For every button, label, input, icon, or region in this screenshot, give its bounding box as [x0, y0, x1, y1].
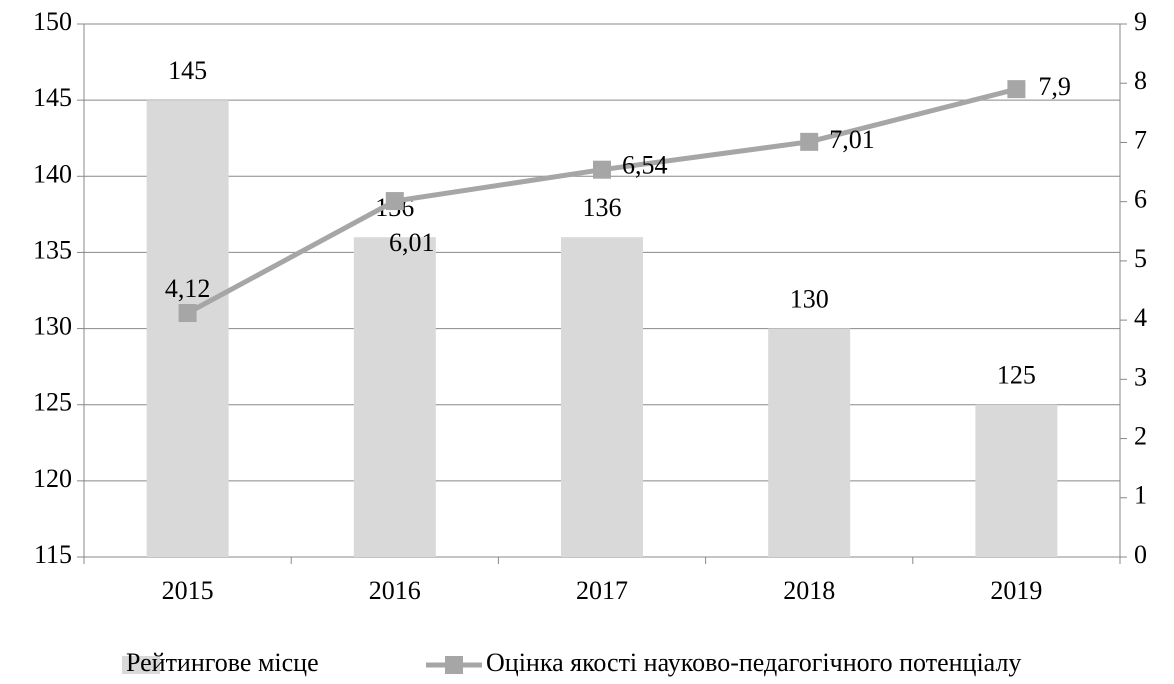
bar	[768, 328, 851, 557]
line-marker	[593, 160, 611, 179]
y2-tick-label: 3	[1134, 362, 1147, 391]
y2-tick-label: 8	[1134, 66, 1147, 95]
line-value-label: 6,54	[622, 151, 668, 180]
line-marker	[1007, 80, 1026, 99]
line-marker	[178, 304, 197, 323]
legend-swatch	[445, 656, 463, 674]
y-tick-label: 140	[33, 159, 72, 188]
y-tick-label: 135	[33, 235, 72, 264]
y2-tick-label: 0	[1134, 540, 1147, 569]
legend-label: Оцінка якості науково-педагогічного поте…	[486, 648, 1021, 677]
x-tick-label: 2019	[990, 576, 1042, 605]
y2-tick-label: 9	[1134, 7, 1147, 36]
line-value-label: 7,01	[829, 125, 875, 154]
x-tick-label: 2016	[369, 576, 421, 605]
x-tick-label: 2015	[162, 576, 214, 605]
bar-value-label: 130	[790, 285, 829, 314]
y2-tick-label: 1	[1134, 481, 1147, 510]
x-tick-label: 2018	[783, 576, 835, 605]
y2-tick-label: 2	[1134, 422, 1147, 451]
y2-tick-label: 5	[1134, 244, 1147, 273]
y-tick-label: 115	[34, 540, 72, 569]
line-value-label: 6,01	[389, 228, 435, 257]
y-tick-label: 145	[33, 83, 72, 112]
bar-value-label: 136	[583, 193, 622, 222]
y-tick-label: 120	[33, 464, 72, 493]
y-tick-label: 125	[33, 388, 72, 417]
y2-tick-label: 4	[1134, 303, 1147, 332]
bar	[975, 404, 1058, 557]
bar-value-label: 145	[168, 56, 207, 85]
legend-label: Рейтингове місце	[126, 648, 319, 677]
y-tick-label: 150	[33, 7, 72, 36]
legend-swatch	[122, 656, 160, 674]
bar	[353, 237, 436, 557]
bar	[561, 237, 643, 557]
line-marker	[385, 192, 404, 211]
x-tick-label: 2017	[576, 576, 628, 605]
line-marker	[800, 132, 819, 151]
bar	[146, 100, 229, 558]
y2-tick-label: 6	[1134, 185, 1147, 214]
y-tick-label: 130	[33, 312, 72, 341]
bar-value-label: 125	[997, 361, 1036, 390]
line-value-label: 7,9	[1038, 72, 1071, 101]
y2-tick-label: 7	[1134, 125, 1147, 154]
line-value-label: 4,12	[165, 274, 211, 303]
